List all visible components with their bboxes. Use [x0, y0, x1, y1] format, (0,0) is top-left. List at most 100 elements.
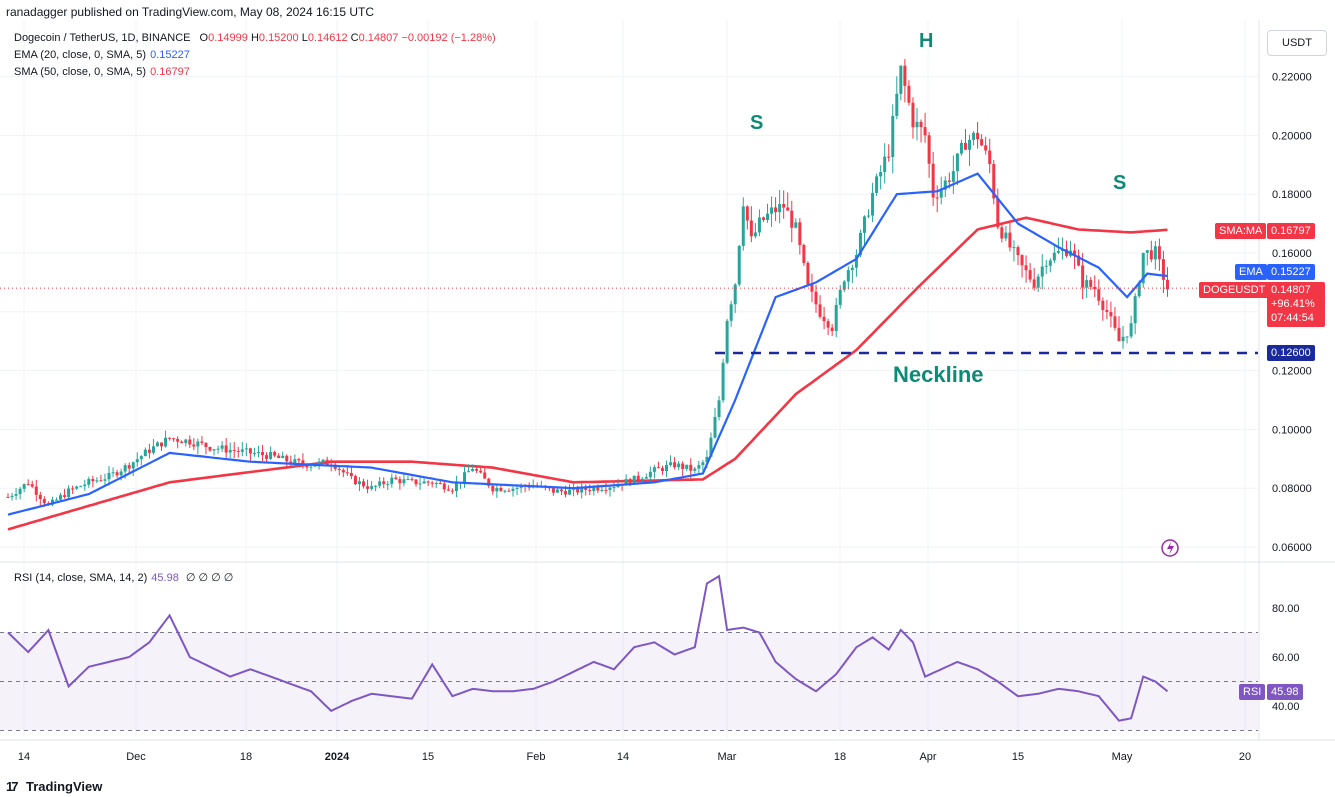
candle-body	[1044, 265, 1048, 267]
candle-body	[972, 132, 976, 140]
candle-body	[1133, 296, 1137, 324]
candle-body	[907, 85, 911, 103]
candle-body	[1052, 252, 1056, 261]
candle-body	[915, 121, 919, 128]
candle-body	[1137, 283, 1141, 297]
candle-body	[1020, 255, 1024, 266]
candle-body	[479, 470, 483, 473]
rsi-legend[interactable]: RSI (14, close, SMA, 14, 2) 45.98 ∅ ∅ ∅ ∅	[14, 571, 233, 584]
candle-body	[265, 455, 269, 459]
candle-body	[341, 469, 345, 473]
candle-body	[75, 486, 79, 489]
candle-body	[782, 204, 786, 208]
candle-body	[507, 490, 511, 492]
neckline-tag: 0.12600	[1267, 345, 1315, 361]
candle-body	[656, 467, 660, 469]
close-key: C	[350, 32, 359, 44]
candle-body	[992, 164, 996, 199]
candle-body	[947, 180, 951, 182]
candle-body	[418, 483, 422, 485]
candle-body	[38, 494, 42, 500]
candle-body	[1129, 323, 1133, 337]
candle-body	[71, 488, 75, 490]
candle-body	[899, 65, 903, 94]
candle-body	[467, 471, 471, 473]
candle-body	[737, 245, 741, 285]
rsi-legend-extra: ∅ ∅ ∅ ∅	[185, 572, 234, 584]
candle-body	[34, 486, 38, 495]
lightning-bolt-icon	[1167, 542, 1174, 555]
candle-body	[568, 489, 572, 495]
candle-body	[83, 484, 87, 487]
candle-body	[842, 281, 846, 290]
sma-legend[interactable]: SMA (50, close, 0, SMA, 5) 0.16797	[14, 66, 190, 78]
rsi-tag-value: 45.98	[1267, 684, 1303, 700]
ema-legend[interactable]: EMA (20, close, 0, SMA, 5) 0.15227	[14, 49, 190, 61]
ema-legend-label: EMA (20, close, 0, SMA, 5)	[14, 49, 147, 61]
candle-body	[830, 327, 834, 332]
candle-body	[794, 222, 798, 228]
ema-tag-value: 0.15227	[1267, 264, 1315, 280]
tradingview-logo[interactable]: 17 TradingView	[6, 779, 102, 794]
candle-body	[454, 482, 458, 492]
candle-body	[471, 469, 475, 472]
candle-body	[135, 459, 139, 463]
candle-body	[867, 215, 871, 217]
rsi-band	[0, 632, 1258, 731]
candle-body	[596, 487, 600, 491]
candle-body	[600, 489, 604, 491]
candle-body	[99, 480, 103, 482]
sma-50-path	[7, 216, 1168, 531]
candle-body	[22, 484, 26, 489]
candle-body	[753, 232, 757, 237]
candle-body	[1161, 259, 1165, 280]
rsi-tick-label: 40.00	[1272, 701, 1300, 713]
candle-body	[652, 467, 656, 472]
candle-body	[721, 362, 725, 401]
candle-body	[269, 451, 273, 459]
time-tick-label: 20	[1239, 751, 1251, 763]
candle-body	[822, 316, 826, 322]
candle-body	[30, 484, 34, 487]
candle-body	[814, 291, 818, 305]
candle-body	[685, 464, 689, 469]
candle-body	[564, 491, 568, 495]
candle-body	[475, 469, 479, 471]
right-shoulder-label: S	[1113, 172, 1127, 194]
candle-body	[176, 438, 180, 442]
candle-body	[297, 459, 301, 461]
candle-body	[879, 171, 883, 177]
price-tick-label: 0.22000	[1272, 72, 1312, 84]
candle-body	[988, 150, 992, 165]
currency-button[interactable]: USDT	[1267, 30, 1327, 56]
candle-body	[741, 206, 745, 246]
candle-body	[18, 488, 22, 495]
candle-body	[810, 284, 814, 292]
candle-body	[1101, 300, 1105, 311]
candle-body	[551, 488, 555, 493]
candle-body	[491, 485, 495, 492]
candle-body	[107, 472, 111, 480]
price-tag-change: +96.41%	[1271, 298, 1315, 310]
candle-body	[143, 449, 147, 457]
candle-body	[119, 471, 123, 476]
time-tick-label: 18	[240, 751, 252, 763]
candle-body	[588, 489, 592, 492]
candle-body	[826, 321, 830, 328]
candle-body	[1008, 232, 1012, 248]
tradingview-wordmark: TradingView	[26, 779, 103, 794]
candle-body	[103, 479, 107, 481]
candle-body	[980, 139, 984, 146]
candle-body	[761, 217, 765, 220]
candle-body	[713, 416, 717, 438]
candle-body	[285, 455, 289, 462]
price-tick-label: 0.20000	[1272, 130, 1312, 142]
publisher-line: ranadagger published on TradingView.com,…	[6, 5, 375, 19]
candle-body	[628, 479, 632, 485]
candle-body	[580, 487, 584, 493]
candle-body	[1073, 250, 1077, 256]
symbol-name[interactable]: Dogecoin / TetherUS, 1D, BINANCE	[14, 32, 191, 44]
candle-body	[293, 459, 297, 464]
candle-body	[54, 499, 58, 501]
